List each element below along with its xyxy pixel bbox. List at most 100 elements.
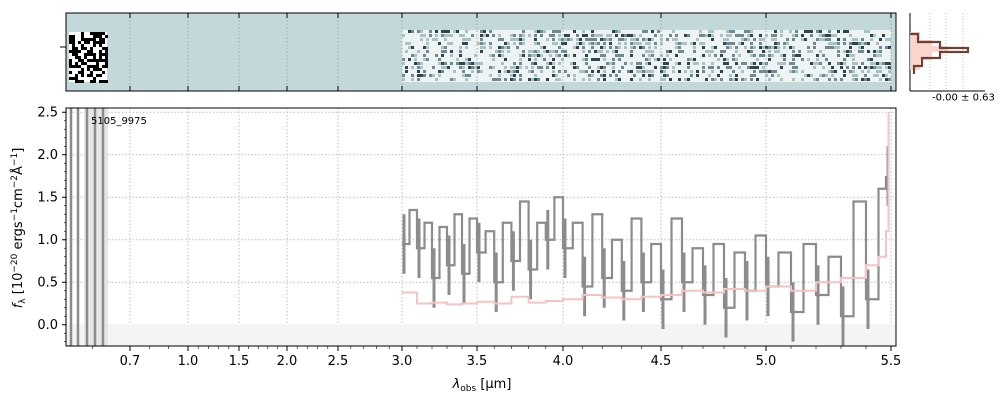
trace-pixel bbox=[780, 78, 783, 81]
trace-pixel bbox=[645, 70, 648, 73]
trace-pixel bbox=[819, 62, 822, 65]
thumbnail-pixel bbox=[102, 80, 105, 83]
trace-pixel bbox=[603, 38, 606, 41]
y-tick-label: 2.5 bbox=[37, 105, 58, 120]
trace-pixel bbox=[693, 58, 696, 61]
trace-pixel bbox=[825, 34, 828, 37]
thumbnail-pixel bbox=[84, 38, 87, 41]
thumbnail-pixel bbox=[99, 53, 102, 56]
trace-pixel bbox=[423, 46, 426, 49]
trace-pixel bbox=[465, 62, 468, 65]
trace-pixel bbox=[498, 70, 501, 73]
trace-pixel bbox=[462, 38, 465, 41]
trace-pixel bbox=[789, 30, 792, 33]
trace-pixel bbox=[732, 78, 735, 81]
trace-pixel bbox=[843, 62, 846, 65]
trace-pixel bbox=[876, 66, 879, 69]
thumbnail-pixel bbox=[78, 56, 81, 59]
trace-pixel bbox=[789, 46, 792, 49]
trace-pixel bbox=[861, 78, 864, 81]
thumbnail-pixel bbox=[96, 74, 99, 77]
trace-pixel bbox=[750, 54, 753, 57]
trace-pixel bbox=[501, 46, 504, 49]
trace-pixel bbox=[885, 46, 888, 49]
thumbnail-pixel bbox=[69, 59, 72, 62]
trace-pixel bbox=[744, 38, 747, 41]
trace-pixel bbox=[726, 34, 729, 37]
trace-pixel bbox=[519, 78, 522, 81]
trace-pixel bbox=[588, 74, 591, 77]
trace-pixel bbox=[726, 38, 729, 41]
trace-pixel bbox=[546, 78, 549, 81]
trace-pixel bbox=[672, 66, 675, 69]
trace-pixel bbox=[570, 38, 573, 41]
trace-pixel bbox=[729, 30, 732, 33]
thumbnail-pixel bbox=[81, 35, 84, 38]
trace-pixel bbox=[870, 34, 873, 37]
trace-pixel bbox=[441, 50, 444, 53]
thumbnail-pixel bbox=[72, 35, 75, 38]
trace-pixel bbox=[702, 34, 705, 37]
trace-pixel bbox=[471, 62, 474, 65]
trace-pixel bbox=[585, 70, 588, 73]
trace-pixel bbox=[618, 58, 621, 61]
trace-pixel bbox=[489, 42, 492, 45]
trace-pixel bbox=[618, 30, 621, 33]
thumbnail-pixel bbox=[102, 41, 105, 44]
trace-pixel bbox=[711, 62, 714, 65]
trace-pixel bbox=[828, 34, 831, 37]
x-tick-label: 4.0 bbox=[553, 354, 574, 369]
trace-pixel bbox=[774, 42, 777, 45]
thumbnail-pixel bbox=[90, 74, 93, 77]
trace-pixel bbox=[522, 50, 525, 53]
trace-pixel bbox=[624, 46, 627, 49]
trace-pixel bbox=[567, 74, 570, 77]
trace-pixel bbox=[612, 70, 615, 73]
trace-pixel bbox=[846, 54, 849, 57]
trace-pixel bbox=[531, 54, 534, 57]
trace-pixel bbox=[474, 62, 477, 65]
trace-pixel bbox=[849, 42, 852, 45]
trace-pixel bbox=[774, 34, 777, 37]
trace-pixel bbox=[414, 62, 417, 65]
trace-pixel bbox=[432, 74, 435, 77]
trace-pixel bbox=[654, 66, 657, 69]
trace-pixel bbox=[690, 58, 693, 61]
trace-pixel bbox=[591, 38, 594, 41]
trace-pixel bbox=[816, 62, 819, 65]
trace-pixel bbox=[783, 42, 786, 45]
trace-pixel bbox=[426, 38, 429, 41]
trace-pixel bbox=[510, 78, 513, 81]
trace-pixel bbox=[810, 34, 813, 37]
thumbnail-pixel bbox=[102, 53, 105, 56]
trace-pixel bbox=[663, 70, 666, 73]
trace-pixel bbox=[732, 30, 735, 33]
thumbnail-pixel bbox=[99, 56, 102, 59]
trace-pixel bbox=[600, 74, 603, 77]
thumbnail-pixel bbox=[78, 41, 81, 44]
trace-pixel bbox=[861, 38, 864, 41]
trace-pixel bbox=[708, 50, 711, 53]
trace-pixel bbox=[477, 66, 480, 69]
trace-pixel bbox=[573, 30, 576, 33]
trace-pixel bbox=[480, 62, 483, 65]
trace-pixel bbox=[855, 38, 858, 41]
trace-pixel bbox=[582, 46, 585, 49]
trace-pixel bbox=[774, 70, 777, 73]
trace-pixel bbox=[423, 58, 426, 61]
trace-pixel bbox=[837, 50, 840, 53]
trace-pixel bbox=[837, 30, 840, 33]
trace-pixel bbox=[597, 78, 600, 81]
y-tick-label: 2.0 bbox=[37, 148, 58, 163]
trace-pixel bbox=[666, 54, 669, 57]
trace-pixel bbox=[801, 38, 804, 41]
trace-pixel bbox=[696, 62, 699, 65]
trace-pixel bbox=[837, 54, 840, 57]
trace-pixel bbox=[552, 38, 555, 41]
trace-pixel bbox=[588, 66, 591, 69]
trace-pixel bbox=[699, 34, 702, 37]
trace-pixel bbox=[645, 58, 648, 61]
trace-pixel bbox=[519, 38, 522, 41]
trace-pixel bbox=[618, 46, 621, 49]
trace-pixel bbox=[822, 66, 825, 69]
